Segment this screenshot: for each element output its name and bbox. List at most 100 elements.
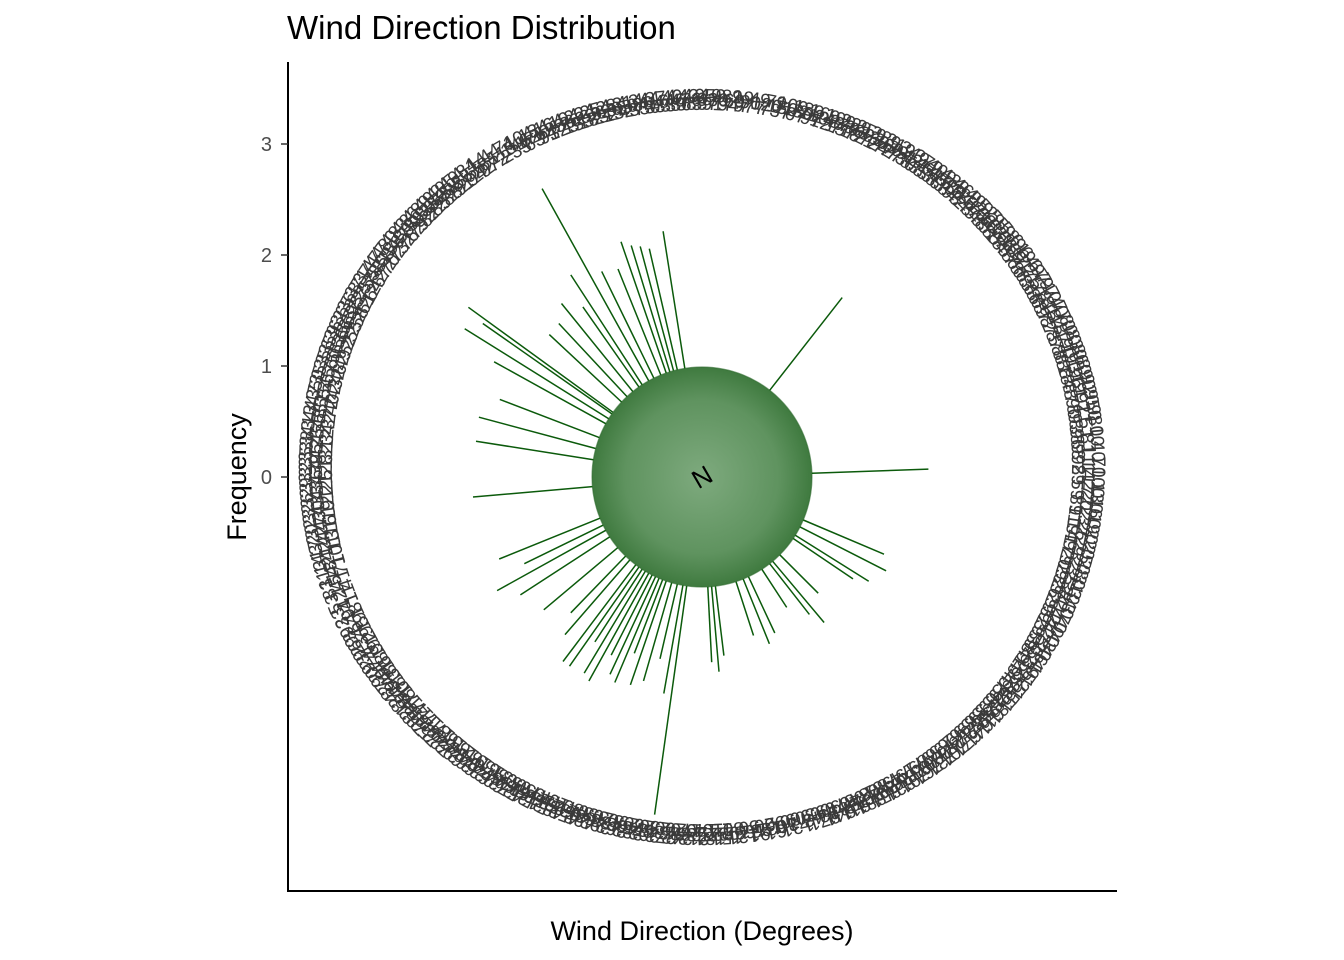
direction-label: 303 bbox=[638, 95, 672, 120]
direction-label: 485 bbox=[308, 396, 333, 430]
direction-label: 133 bbox=[749, 815, 784, 841]
direction-label: 202 bbox=[1073, 488, 1097, 522]
direction-bar bbox=[639, 246, 675, 371]
direction-bar bbox=[472, 485, 593, 498]
direction-label: 40 bbox=[1086, 440, 1108, 462]
direction-bar bbox=[735, 581, 755, 636]
direction-label: 253 bbox=[686, 823, 718, 844]
direction-bar bbox=[803, 519, 885, 555]
direction-bar bbox=[792, 537, 854, 580]
direction-label: 170 bbox=[670, 818, 703, 840]
direction-bar bbox=[710, 586, 720, 672]
direction-bar bbox=[594, 568, 643, 643]
direction-label: 151 bbox=[710, 825, 743, 848]
direction-label: 79 bbox=[764, 91, 789, 116]
direction-label: 980 bbox=[1082, 403, 1107, 437]
direction-bar bbox=[610, 574, 653, 656]
direction-label: 344 bbox=[627, 88, 662, 113]
direction-label: 31 bbox=[780, 815, 805, 840]
direction-label: 70 bbox=[1087, 456, 1108, 477]
y-axis: 0 1 2 3 bbox=[261, 62, 289, 892]
direction-label: 59 bbox=[1066, 479, 1088, 501]
direction-label: 386 bbox=[620, 93, 655, 119]
direction-label: 81 bbox=[1076, 433, 1098, 455]
direction-label: 120 bbox=[749, 93, 784, 119]
direction-label: 161 bbox=[318, 503, 343, 537]
direction-label: 90 bbox=[739, 92, 763, 115]
direction-bar bbox=[541, 188, 650, 382]
direction-bar bbox=[583, 570, 646, 674]
direction-bar bbox=[747, 576, 776, 634]
direction-bar bbox=[564, 559, 631, 636]
direction-label: 272 bbox=[644, 823, 678, 847]
direction-label: 476 bbox=[670, 90, 703, 112]
direction-label: 212 bbox=[678, 827, 710, 849]
direction-label: 343 bbox=[637, 818, 671, 843]
direction-label: 172 bbox=[1075, 474, 1098, 507]
direction-label: 989 bbox=[710, 86, 743, 109]
direction-label: 263 bbox=[296, 481, 320, 514]
direction-label: 917 bbox=[701, 94, 734, 116]
direction-label: 91 bbox=[748, 822, 772, 846]
direction-bar bbox=[742, 578, 771, 645]
direction-label: 947 bbox=[717, 94, 750, 118]
direction-label: 938 bbox=[1063, 412, 1087, 446]
direction-label: 10 bbox=[1085, 425, 1108, 448]
direction-label: 908 bbox=[1061, 397, 1086, 431]
direction-bar bbox=[794, 534, 870, 582]
direction-label: 373 bbox=[620, 815, 655, 841]
direction-label: 395 bbox=[306, 443, 328, 475]
direction-label: 50 bbox=[737, 815, 761, 838]
y-ticks: 0 1 2 3 bbox=[261, 134, 288, 489]
direction-label: 61 bbox=[764, 819, 789, 844]
direction-label: 190 bbox=[1079, 511, 1105, 546]
chart-title: Wind Direction Distribution bbox=[287, 9, 676, 46]
direction-label: 67 bbox=[783, 103, 809, 129]
direction-label: 51 bbox=[1074, 417, 1097, 440]
direction-label: 80 bbox=[722, 817, 745, 840]
direction-label: 293 bbox=[296, 466, 318, 499]
direction-bar bbox=[614, 578, 660, 683]
direction-bar bbox=[648, 248, 679, 370]
direction-bar bbox=[499, 398, 600, 439]
direction-label: 446 bbox=[653, 90, 686, 114]
direction-label: 200 bbox=[654, 816, 687, 840]
direction-bar bbox=[582, 306, 640, 388]
direction-label: 282 bbox=[316, 443, 338, 475]
direction-label: 837 bbox=[686, 94, 718, 115]
direction-label: 37 bbox=[768, 100, 793, 125]
direction-label: 221 bbox=[316, 473, 339, 506]
direction-label: 372 bbox=[318, 397, 343, 431]
direction-label: 121 bbox=[726, 823, 760, 847]
direction-label: 21 bbox=[1071, 401, 1095, 425]
direction-label: 130 bbox=[1084, 481, 1108, 514]
direction-label: 950 bbox=[1079, 388, 1105, 423]
direction-label: 413 bbox=[297, 403, 322, 437]
direction-label: 364 bbox=[306, 458, 328, 491]
direction-bar bbox=[493, 361, 607, 425]
direction-label: 374 bbox=[644, 86, 678, 110]
direction-label: 342 bbox=[317, 412, 341, 446]
direction-bar bbox=[799, 526, 887, 572]
direction-label: 191 bbox=[317, 488, 341, 522]
direction-label: 968 bbox=[1065, 428, 1088, 461]
direction-bar bbox=[523, 524, 604, 565]
direction-bar bbox=[662, 231, 686, 369]
direction-bar bbox=[568, 566, 640, 667]
direction-bar bbox=[543, 547, 619, 611]
direction-label: 89 bbox=[1064, 493, 1087, 516]
direction-label: 142 bbox=[1077, 459, 1099, 491]
direction-label: 20 bbox=[752, 812, 776, 836]
direction-label: 274 bbox=[308, 503, 333, 538]
direction-label: 312 bbox=[316, 428, 339, 461]
y-tick-label: 0 bbox=[261, 467, 272, 489]
direction-bar bbox=[464, 328, 610, 420]
direction-bar bbox=[562, 564, 637, 662]
direction-label: 119 bbox=[1061, 503, 1086, 536]
direction-label: 283 bbox=[670, 822, 703, 844]
direction-bar bbox=[811, 468, 929, 474]
direction-label: 49 bbox=[748, 89, 772, 113]
direction-label: 443 bbox=[299, 388, 325, 423]
direction-label: 30 bbox=[707, 90, 729, 112]
